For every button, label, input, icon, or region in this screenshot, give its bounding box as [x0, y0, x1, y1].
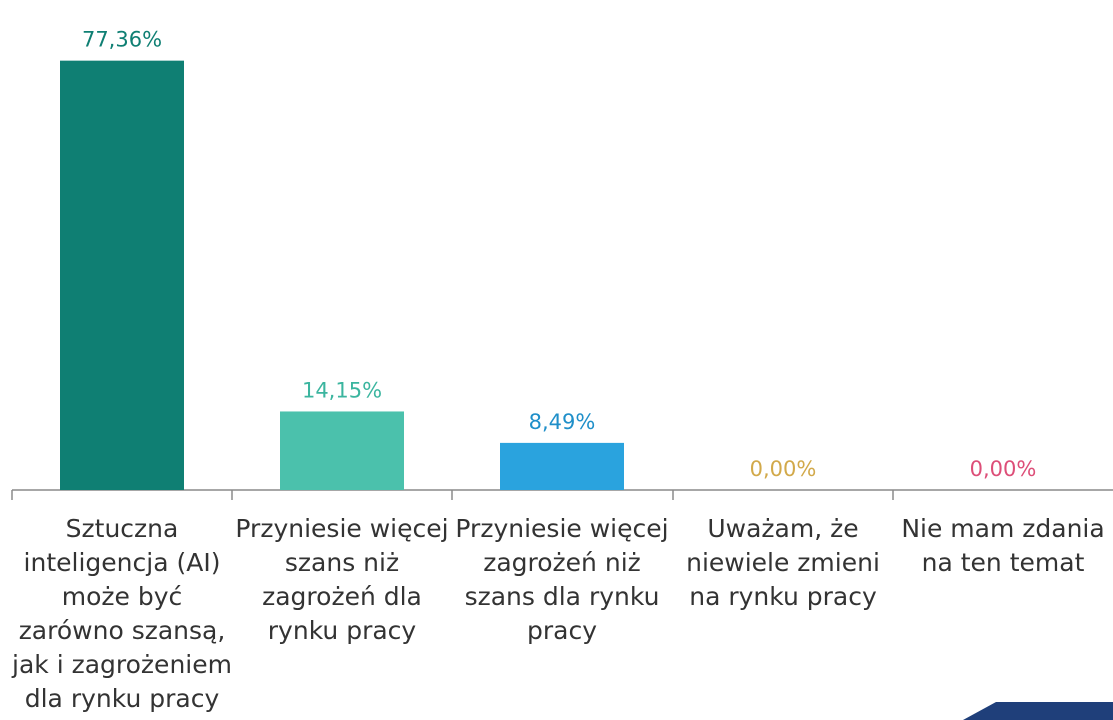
value-label-5: 0,00% — [970, 457, 1037, 481]
category-label-2: Przyniesie więcej szans niż zagrożeń dla… — [235, 514, 449, 645]
value-label-2: 14,15% — [302, 378, 382, 402]
value-labels-group: 77,36% 14,15% 8,49% 0,00% 0,00% — [82, 28, 1036, 481]
value-label-1: 77,36% — [82, 28, 162, 52]
value-label-3: 8,49% — [529, 410, 596, 434]
bars-group — [60, 60, 624, 490]
bar-3 — [500, 442, 624, 490]
corner-decoration — [963, 702, 1113, 720]
value-label-4: 0,00% — [750, 457, 817, 481]
bar-2 — [280, 411, 404, 490]
category-label-1: Sztuczna inteligencja (AI) może być zaró… — [12, 514, 232, 713]
category-label-4: Uważam, że niewiele zmieni na rynku prac… — [686, 514, 880, 611]
bar-1 — [60, 60, 184, 490]
axis-ticks-group — [11, 490, 894, 500]
category-label-5: Nie mam zdania na ten temat — [901, 514, 1105, 577]
category-label-3: Przyniesie więcej zagrożeń niż szans dla… — [455, 514, 669, 645]
